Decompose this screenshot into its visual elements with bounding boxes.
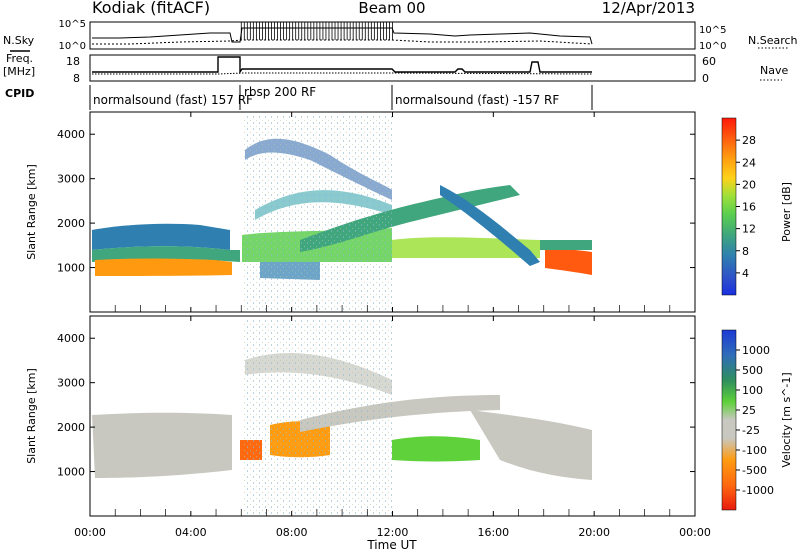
power-band-fill <box>92 246 240 262</box>
cpid-segment-2: rbsp 200 RF <box>244 85 316 99</box>
power-colorbar-label: Power [dB] <box>780 182 793 242</box>
colorbar-tick-label: 500 <box>742 364 763 377</box>
velocity-colorbar <box>721 329 737 511</box>
freq-panel-frame <box>89 54 696 82</box>
velocity-colorbar-label: Velocity [m s^-1] <box>780 372 793 467</box>
power-echo-layer <box>92 115 592 310</box>
power-rbsp-speckle <box>242 115 392 310</box>
velocity-grey-evening <box>470 410 592 480</box>
colorbar-tick-label: 1000 <box>742 344 770 357</box>
colorbar-tick-label: -500 <box>742 464 767 477</box>
power-evening-echoes <box>545 249 592 275</box>
x-tick-label: 08:00 <box>276 526 308 539</box>
cpid-row: CPID normalsound (fast) 157 RF rbsp 200 … <box>5 85 593 110</box>
power-panel: Slant Range [km] 1000 2000 3000 4000 4 8 12 16… <box>25 111 793 313</box>
colorbar-tick-label: 20 <box>742 178 756 191</box>
power-colorbar-ticks: 4 8 12 16 20 24 28 <box>736 134 756 280</box>
colorbar-tick-label: -1000 <box>742 484 774 497</box>
freq-label-line1: Freq. <box>6 52 33 65</box>
velocity-mixed-band <box>392 436 480 462</box>
velocity-rbsp-speckle <box>242 320 392 515</box>
colorbar-tick-label: 4 <box>742 267 749 280</box>
y-tick-label: 2000 <box>57 217 85 230</box>
freq-right-tick-top: 60 <box>702 55 716 68</box>
noise-left-tick-bottom: 10^0 <box>59 41 86 52</box>
station-title: Kodiak (fitACF) <box>92 0 210 17</box>
power-ylabel: Slant Range [km] <box>25 164 38 260</box>
freq-panel: Freq. [MHz] 18 8 60 0 Nave <box>3 52 788 85</box>
noise-right-tick-bottom: 10^0 <box>699 41 726 52</box>
freq-left-tick-top: 18 <box>66 55 80 68</box>
power-colorbar <box>721 117 737 296</box>
freq-left-tick-bottom: 8 <box>73 72 80 85</box>
x-axis: 00:00 04:00 08:00 12:00 16:00 20:00 00:00 <box>74 112 711 539</box>
freq-right-tick-bottom: 0 <box>702 72 709 85</box>
x-tick-label: 12:00 <box>377 526 409 539</box>
colorbar-tick-label: -25 <box>742 424 760 437</box>
x-tick-label: 16:00 <box>477 526 509 539</box>
power-evening-band <box>540 240 592 250</box>
colorbar-tick-label: 25 <box>742 404 756 417</box>
power-banded-echoes <box>92 223 230 250</box>
freq-label-line2: [MHz] <box>3 65 35 78</box>
colorbar-tick-label: -100 <box>742 444 767 457</box>
x-tick-label: 04:00 <box>175 526 207 539</box>
y-tick-label: 4000 <box>57 332 85 345</box>
freq-right-label: Nave <box>760 64 788 77</box>
power-yticks: 1000 2000 3000 4000 <box>57 128 695 275</box>
power-descending-arc <box>440 185 540 266</box>
colorbar-tick-label: 24 <box>742 156 756 169</box>
velocity-echo-layer <box>92 320 592 515</box>
noise-right-tick-top: 10^5 <box>699 25 726 36</box>
colorbar-tick-label: 16 <box>742 201 756 214</box>
power-strong-low <box>95 258 232 276</box>
cpid-label: CPID <box>5 87 34 100</box>
y-tick-label: 1000 <box>57 466 85 479</box>
freq-trace <box>92 56 592 75</box>
cpid-segment-1: normalsound (fast) 157 RF <box>93 93 253 107</box>
noise-search-trace <box>92 39 593 45</box>
velocity-panel: Slant Range [km] 1000 2000 3000 4000 1000 50… <box>25 315 793 517</box>
colorbar-tick-label: 100 <box>742 384 763 397</box>
beam-title: Beam 00 <box>358 0 425 17</box>
date-title: 12/Apr/2013 <box>602 0 695 17</box>
noise-right-label: N.Search <box>748 34 798 47</box>
y-tick-label: 3000 <box>57 377 85 390</box>
noise-left-tick-top: 10^5 <box>59 19 86 30</box>
cpid-segment-3: normalsound (fast) -157 RF <box>395 93 559 107</box>
noise-panel: N.Sky 10^5 10^0 10^5 10^0 N.Search <box>3 19 798 52</box>
noise-left-label: N.Sky <box>3 34 35 47</box>
noise-rbsp-spikes <box>240 22 393 40</box>
colorbar-tick-label: 12 <box>742 223 756 236</box>
y-tick-label: 4000 <box>57 128 85 141</box>
colorbar-tick-label: 28 <box>742 134 756 147</box>
colorbar-tick-label: 8 <box>742 245 749 258</box>
y-tick-label: 1000 <box>57 262 85 275</box>
nave-trace <box>92 72 593 75</box>
velocity-grey-low <box>92 412 232 478</box>
y-tick-label: 2000 <box>57 421 85 434</box>
x-tick-label: 00:00 <box>74 526 106 539</box>
x-tick-label: 20:00 <box>578 526 610 539</box>
y-tick-label: 3000 <box>57 173 85 186</box>
velocity-colorbar-ticks: 1000 500 100 25 -25 -100 -500 -1000 <box>736 344 774 497</box>
x-axis-label: Time UT <box>366 538 417 552</box>
noise-sky-trace <box>92 27 593 45</box>
velocity-yticks: 1000 2000 3000 4000 <box>57 332 695 479</box>
x-tick-label: 00:00 <box>679 526 711 539</box>
velocity-ylabel: Slant Range [km] <box>25 368 38 464</box>
